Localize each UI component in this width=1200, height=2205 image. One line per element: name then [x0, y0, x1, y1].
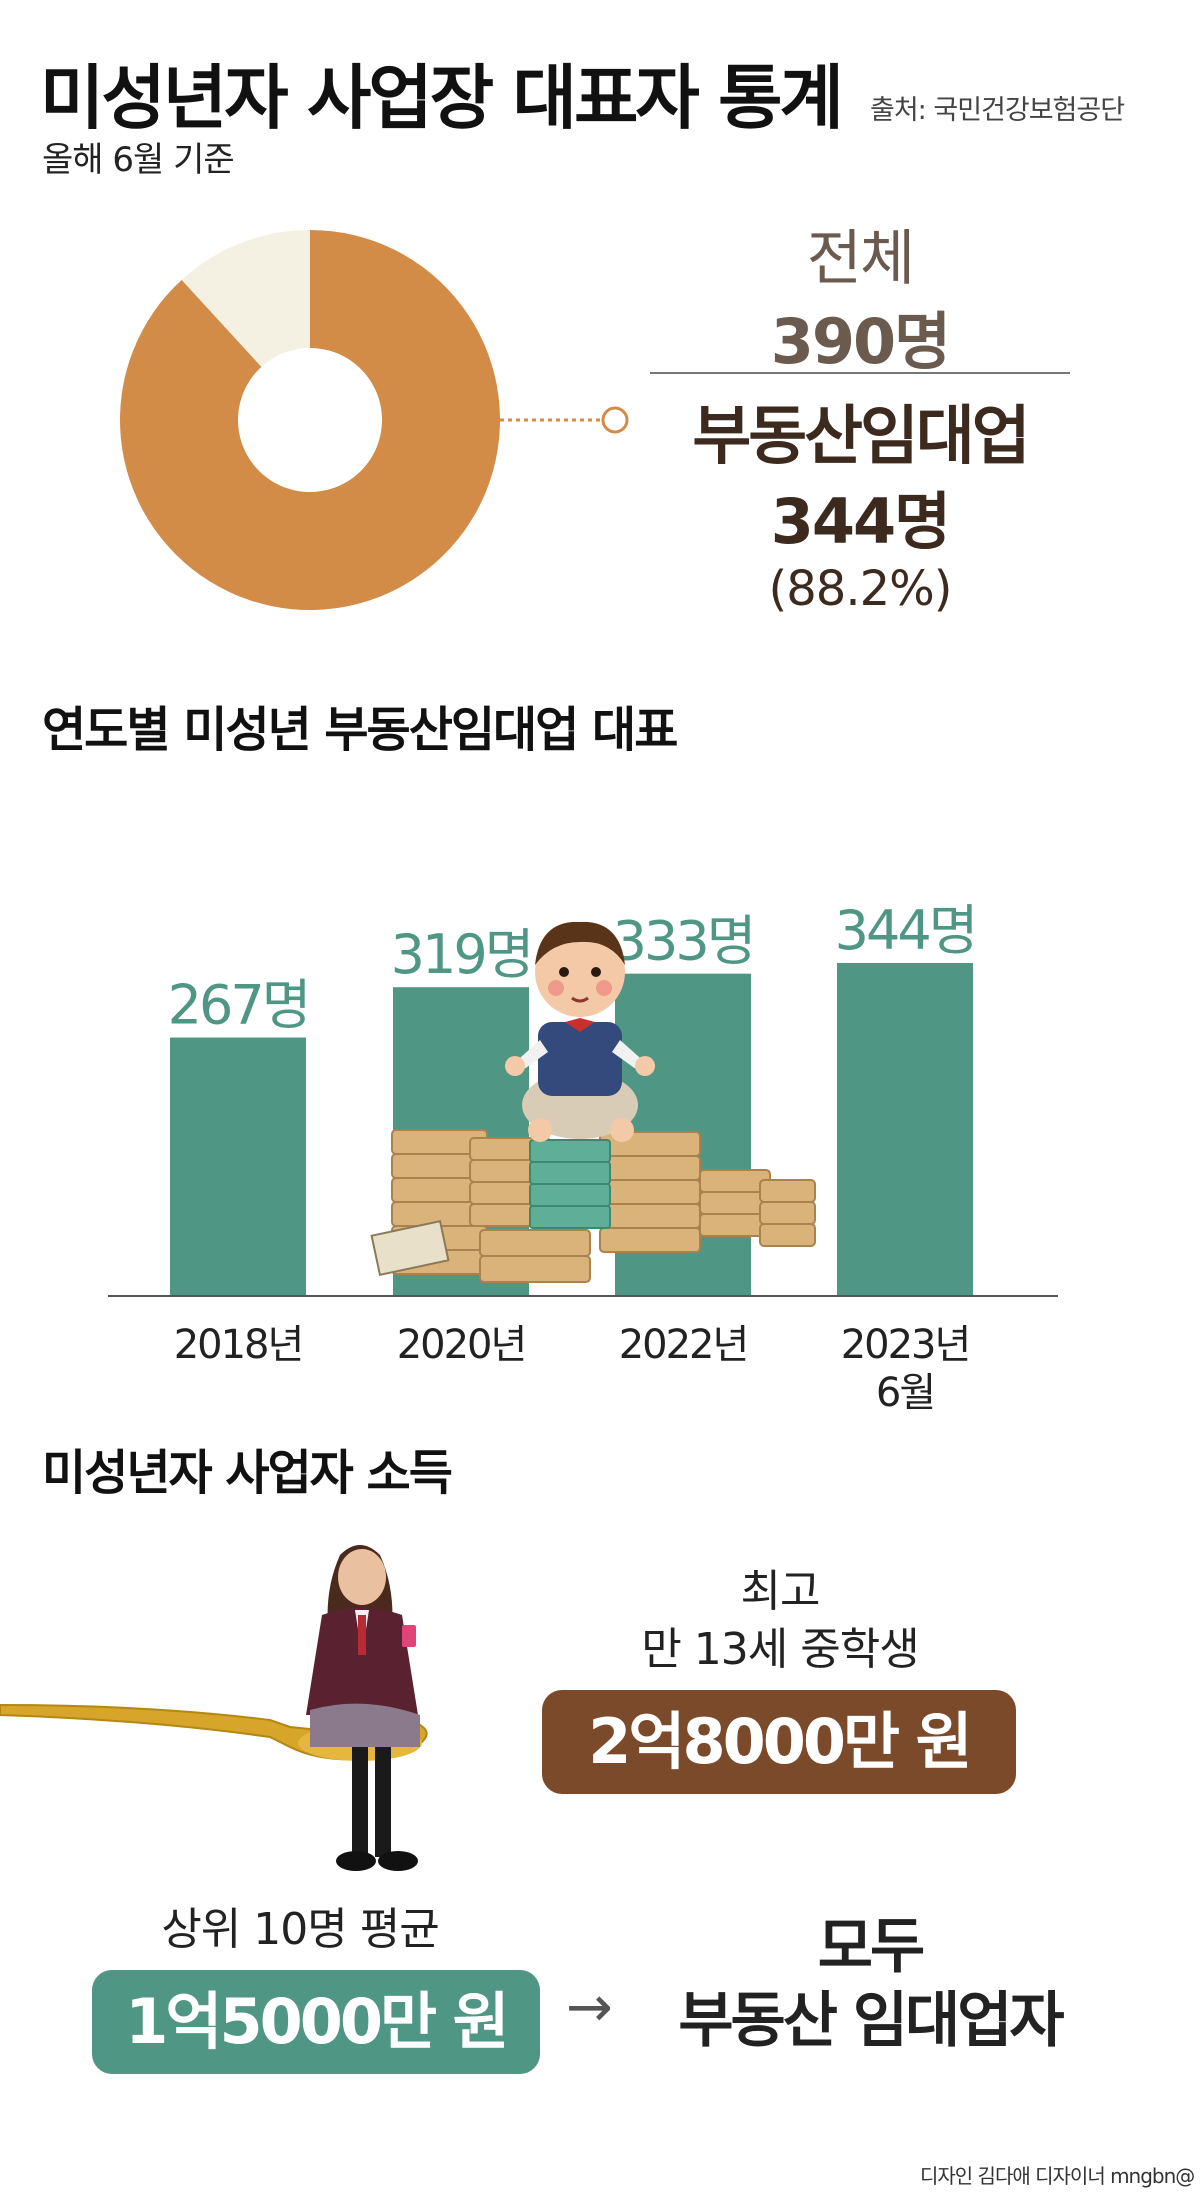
total-value: 390명: [770, 305, 951, 378]
bar-value-label: 333명: [613, 910, 754, 973]
bar-0: [170, 1037, 306, 1296]
top-earner-line1: 최고: [740, 1566, 821, 1617]
share-value: 344명: [770, 485, 951, 558]
divider: [650, 372, 1070, 374]
all-landlords-line2: 부동산 임대업자: [678, 1986, 1064, 2056]
student-on-spoon-illustration: [0, 1545, 428, 1871]
x-tick-label: 6월: [876, 1370, 934, 1416]
all-landlords-label: 모두 부동산 임대업자: [640, 1910, 1100, 2058]
right-arrow-icon: →: [566, 1975, 613, 2040]
all-landlords-line1: 모두: [817, 1912, 925, 1982]
bar-3: [837, 963, 973, 1296]
bar-value-label: 267명: [168, 974, 309, 1037]
top-earner-value-pill: 2억8000만 원: [542, 1690, 1016, 1794]
top-earner-label: 최고 만 13세 중학생: [560, 1563, 1000, 1679]
bar-value-label: 319명: [391, 923, 532, 986]
x-tick-label: 2018년: [174, 1322, 303, 1368]
share-label: 부동산임대업: [692, 400, 1030, 474]
subtitle: 올해 6월 기준: [42, 140, 235, 180]
total-block: 전체 390명: [650, 210, 1070, 381]
donut-slice-other: [181, 230, 310, 367]
source-note: 출처: 국민건강보험공단: [870, 95, 1125, 126]
donut-slice-real-estate: [120, 230, 501, 610]
share-block: 부동산임대업 344명 (88.2%): [650, 385, 1070, 617]
page-title: 미성년자 사업장 대표자 통계: [40, 57, 844, 139]
bar-chart-title: 연도별 미성년 부동산임대업 대표: [42, 702, 678, 758]
bar-value-label: 344명: [835, 899, 976, 962]
income-section-title: 미성년자 사업자 소득: [42, 1445, 453, 1501]
x-tick-label: 2023년: [841, 1322, 970, 1368]
x-tick-label: 2022년: [619, 1322, 748, 1368]
connector-dot: [601, 406, 629, 434]
designer-credit: 디자인 김다애 디자이너 mngbn@: [920, 2164, 1195, 2188]
top10-average-value-pill: 1억5000만 원: [92, 1970, 540, 2074]
top10-average-label: 상위 10명 평균: [161, 1904, 439, 1955]
x-tick-label: 2020년: [397, 1322, 526, 1368]
total-label: 전체: [806, 224, 915, 294]
donut-chart: [120, 230, 629, 610]
top-earner-line2: 만 13세 중학생: [641, 1624, 919, 1675]
child-on-money-illustration: [370, 921, 816, 1283]
share-percent: (88.2%): [768, 561, 953, 617]
